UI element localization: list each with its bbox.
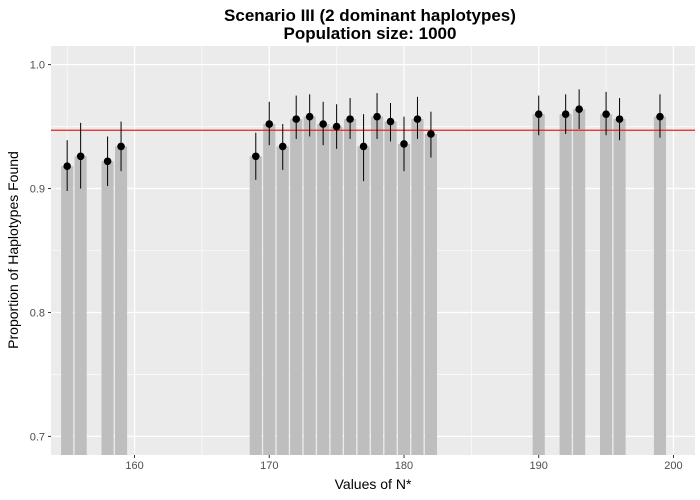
chart-title: Scenario III (2 dominant haplotypes) xyxy=(224,6,516,25)
bar-174 xyxy=(317,124,330,455)
bar-193 xyxy=(573,109,586,455)
bar-158 xyxy=(101,161,114,455)
bar-195 xyxy=(600,114,613,456)
bar-169 xyxy=(249,156,262,455)
bar-181 xyxy=(411,119,424,456)
point-layer xyxy=(63,105,664,171)
x-tick-label: 160 xyxy=(125,460,143,472)
point-172 xyxy=(292,115,301,123)
bar-199 xyxy=(653,116,667,456)
y-tick-label: 0.7 xyxy=(30,431,45,443)
point-195 xyxy=(602,110,610,118)
bar-196 xyxy=(613,119,626,456)
x-tick-label: 200 xyxy=(664,460,682,472)
bar-172 xyxy=(290,119,303,456)
bar-156 xyxy=(74,156,87,455)
bar-155 xyxy=(61,166,74,456)
bar-layer xyxy=(61,109,667,456)
bar-178 xyxy=(370,116,384,456)
point-180 xyxy=(400,140,408,148)
y-tick-label: 0.9 xyxy=(30,184,45,196)
point-176 xyxy=(346,115,354,123)
point-155 xyxy=(63,162,71,171)
bar-170 xyxy=(263,124,276,455)
point-170 xyxy=(265,120,274,128)
point-173 xyxy=(305,112,314,121)
tick-layer: 160 170 180 190 200 0.7 0.8 0.9 1.0 xyxy=(30,60,683,472)
point-174 xyxy=(319,120,327,128)
point-192 xyxy=(561,110,570,118)
bar-180 xyxy=(397,143,411,456)
x-axis-label: Values of N* xyxy=(335,476,412,492)
y-axis-label: Proportion of Haplotypes Found xyxy=(5,151,21,349)
point-190 xyxy=(534,110,543,118)
point-177 xyxy=(359,142,368,151)
bar-190 xyxy=(532,114,545,456)
bar-192 xyxy=(559,114,572,456)
bar-171 xyxy=(276,146,289,455)
point-169 xyxy=(251,152,260,161)
y-tick-label: 1.0 xyxy=(30,60,45,72)
point-196 xyxy=(615,115,624,123)
y-tick-label: 0.8 xyxy=(30,307,45,319)
point-159 xyxy=(117,142,125,151)
point-158 xyxy=(103,157,112,166)
point-181 xyxy=(413,115,422,123)
bar-177 xyxy=(357,146,370,455)
x-tick-label: 190 xyxy=(530,460,548,472)
x-tick-label: 170 xyxy=(260,460,278,472)
point-199 xyxy=(656,112,664,121)
bar-176 xyxy=(344,119,357,456)
point-178 xyxy=(373,112,381,121)
bar-179 xyxy=(384,121,397,455)
bar-175 xyxy=(330,126,343,455)
point-182 xyxy=(427,130,435,138)
bar-173 xyxy=(303,116,316,456)
chart-subtitle: Population size: 1000 xyxy=(284,24,457,43)
point-179 xyxy=(386,117,395,126)
bar-182 xyxy=(424,133,437,456)
bar-159 xyxy=(114,146,128,455)
point-175 xyxy=(332,122,341,131)
point-156 xyxy=(76,152,85,161)
point-193 xyxy=(575,105,583,114)
point-171 xyxy=(278,142,287,151)
x-tick-label: 180 xyxy=(395,460,413,472)
